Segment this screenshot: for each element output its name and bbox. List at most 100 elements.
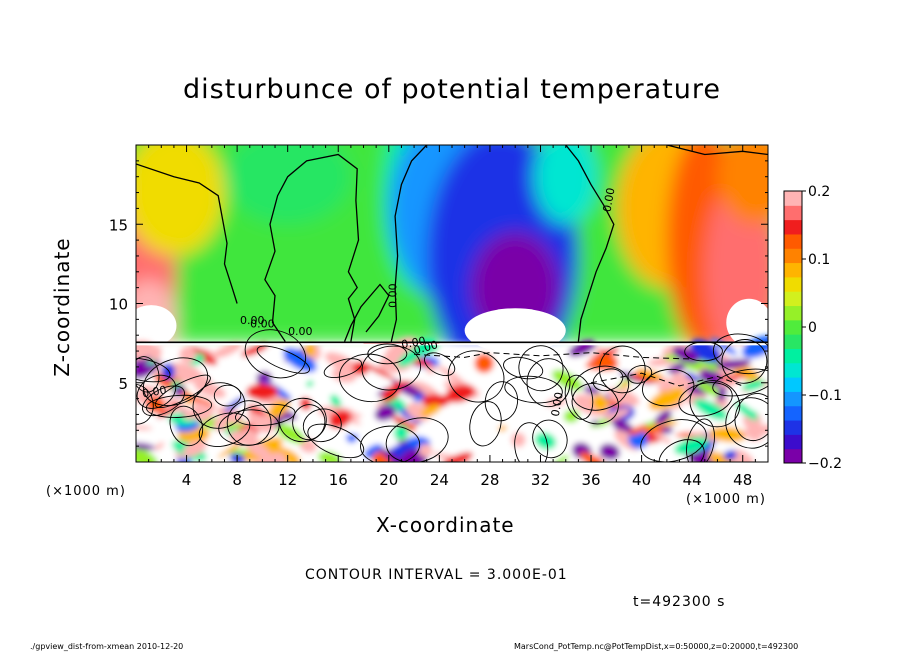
contour-line — [136, 356, 160, 393]
colorbar-swatch — [784, 233, 802, 249]
field-eddy — [136, 425, 153, 431]
x-tick-label: 40 — [632, 471, 651, 489]
contour-line — [302, 408, 342, 443]
field-eddy — [731, 363, 761, 382]
field-eddy — [146, 360, 157, 365]
contour-label: 0.00 — [549, 391, 566, 417]
contour-line — [469, 401, 502, 447]
contour-line-zero — [390, 145, 428, 342]
contour-line — [360, 425, 421, 462]
field-eddy — [211, 342, 243, 359]
contour-line — [504, 375, 563, 404]
field-eddy — [667, 362, 689, 374]
contour-line — [599, 345, 646, 394]
y-tick-label: 10 — [109, 296, 128, 314]
contour-line — [564, 374, 594, 420]
contour-line — [712, 333, 768, 375]
colorbar-swatch — [784, 219, 802, 235]
field-eddy — [364, 444, 383, 459]
colorbar-tick-label: −0.2 — [808, 456, 842, 472]
contour-line — [658, 439, 705, 462]
contour-label: 0.00 — [400, 334, 426, 351]
x-tick-label: 48 — [733, 471, 752, 489]
field-eddy — [136, 445, 159, 462]
field-eddy — [708, 451, 736, 462]
field-eddy — [421, 394, 449, 409]
x-tick-label: 44 — [683, 471, 702, 489]
contour-line-negative — [414, 352, 693, 360]
colorbar-swatch — [784, 276, 802, 292]
x-tick-label: 36 — [581, 471, 600, 489]
field-eddy — [604, 408, 631, 421]
field-eddy — [545, 397, 567, 408]
footer-command: ./gpview_dist-from-xmean 2010-12-20 — [30, 642, 184, 651]
field-eddy — [441, 452, 473, 462]
field-eddy — [246, 383, 279, 400]
field-eddy — [397, 346, 424, 368]
contour-line — [278, 397, 327, 443]
field-eddy — [661, 426, 673, 434]
contour-line — [169, 405, 204, 447]
x-tick-label: 24 — [430, 471, 449, 489]
contour-line — [526, 358, 571, 408]
contour-line — [323, 358, 363, 379]
field-eddy — [247, 407, 275, 434]
x-axis-unit-left: (×1000 m) — [46, 484, 126, 499]
contour-line — [518, 345, 564, 392]
contour-line — [712, 368, 768, 397]
contour-line — [338, 353, 401, 403]
transition-band — [136, 342, 768, 346]
colorbar-swatch — [784, 191, 802, 206]
field-eddy — [306, 380, 314, 388]
contour-line — [244, 329, 307, 379]
footer-source: MarsCond_PotTemp.nc@PotTempDist,x=0:5000… — [514, 642, 799, 651]
x-axis-unit-right: (×1000 m) — [686, 492, 766, 507]
field-eddy — [635, 367, 665, 380]
contour-line-zero — [343, 283, 390, 342]
colorbar-swatch — [784, 448, 802, 464]
x-tick-label: 4 — [182, 471, 192, 489]
field-eddy — [719, 373, 747, 381]
contour-line — [734, 393, 768, 442]
field-eddy — [551, 369, 583, 391]
colorbar-tick-label: −0.1 — [808, 388, 842, 404]
field-blob — [534, 145, 598, 225]
contour-label: 0.00 — [240, 314, 265, 327]
contour-line — [721, 339, 768, 384]
contour-line — [642, 368, 695, 407]
contour-label: 0.00 — [250, 317, 275, 330]
colorbar-swatch — [784, 377, 802, 392]
contour-line-zero — [565, 145, 615, 342]
colorbar-tick-label: 0.2 — [808, 184, 830, 200]
field-eddy — [154, 442, 165, 451]
contour-line — [640, 419, 707, 462]
field-eddy — [741, 335, 768, 359]
colorbar: 0.2 0.1 0 −0.1 −0.2 — [783, 184, 842, 472]
field-eddy — [136, 442, 156, 451]
contour-line-zero — [136, 163, 238, 304]
field-eddy — [276, 423, 305, 444]
contour-line — [235, 403, 296, 427]
x-tick-label: 8 — [232, 471, 242, 489]
field-eddy — [136, 340, 155, 360]
contour-label: 0.00 — [601, 187, 618, 213]
y-tick-label: 15 — [109, 216, 128, 234]
field-blob — [717, 145, 768, 225]
contour-line — [424, 352, 456, 376]
field-eddy — [381, 384, 402, 403]
field-eddy — [599, 443, 620, 461]
contour-line — [198, 412, 251, 447]
y-axis-ticks: 5 10 15 — [109, 160, 768, 447]
field-eddy — [272, 446, 301, 462]
contour-line — [361, 345, 422, 391]
contour-line — [226, 400, 272, 446]
field-eddy — [741, 379, 766, 391]
field-eddy — [191, 372, 212, 385]
field-eddy — [243, 438, 272, 460]
field-eddy — [179, 392, 217, 407]
field-eddy — [352, 360, 369, 376]
field-saturated-patch — [136, 305, 177, 347]
field-eddy — [304, 343, 316, 358]
colorbar-swatch — [784, 319, 802, 335]
contour-line — [292, 404, 326, 441]
